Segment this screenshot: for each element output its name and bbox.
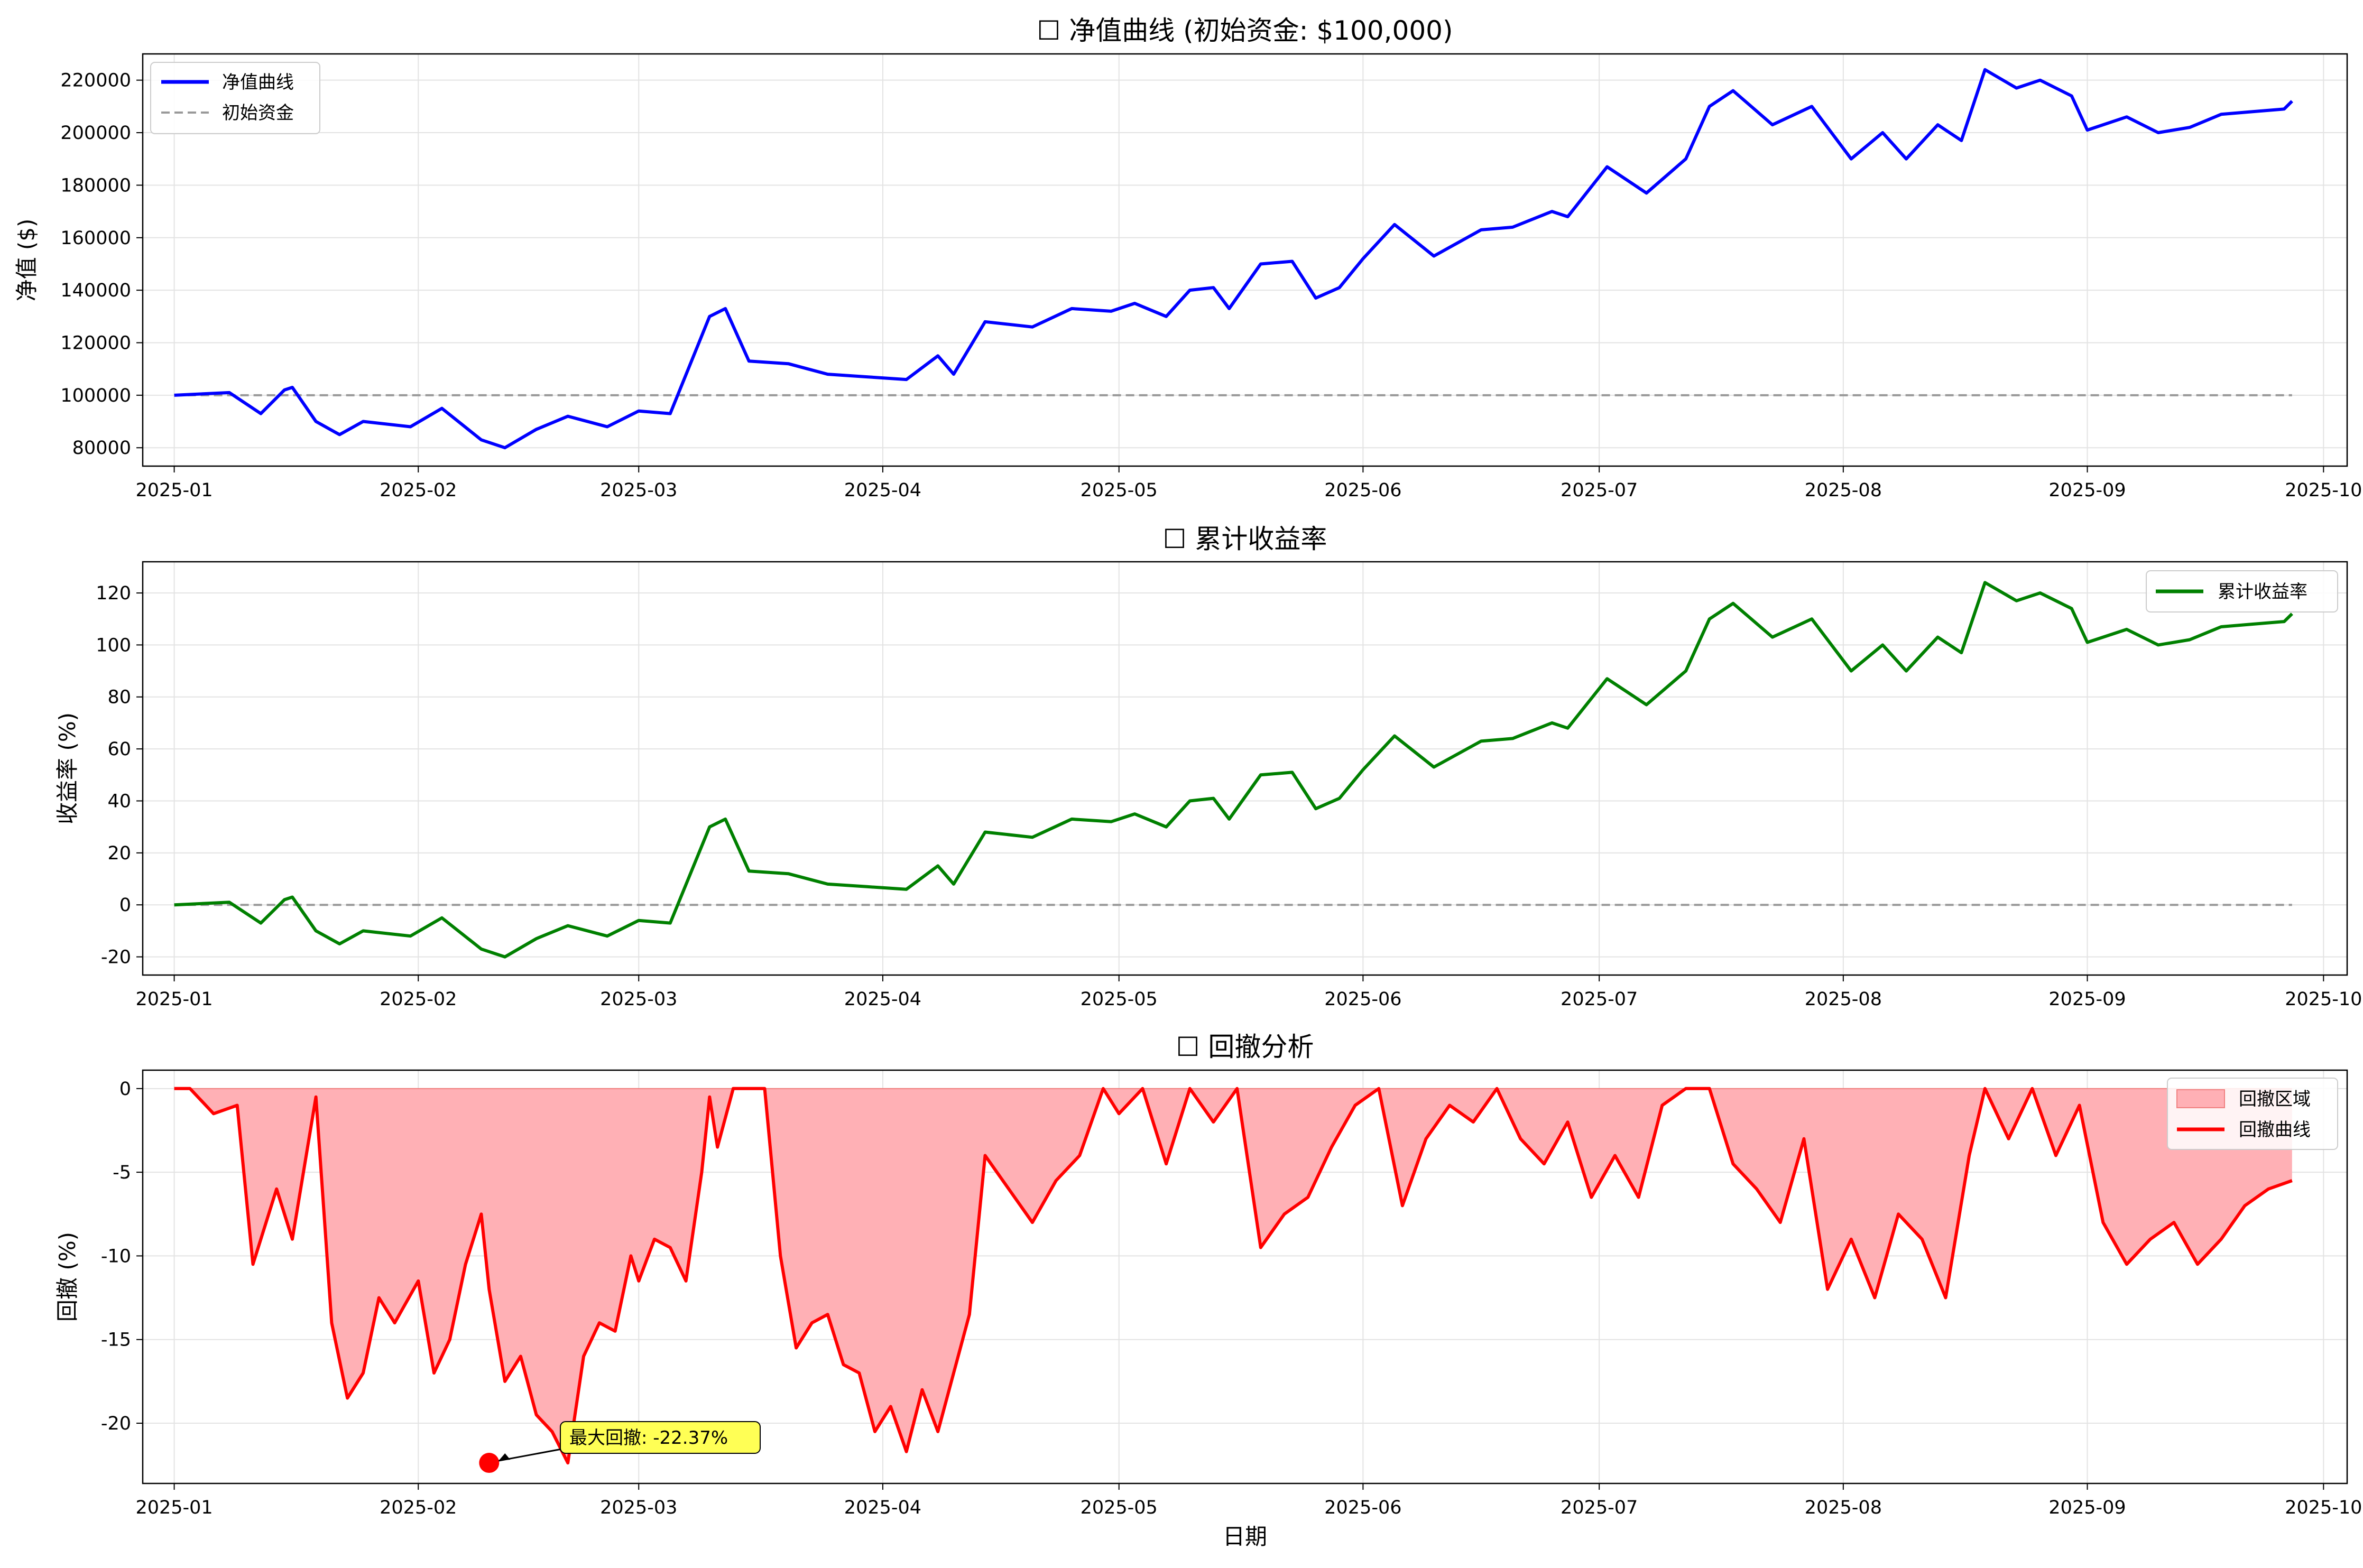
y-tick-label: 40: [107, 791, 131, 812]
x-tick-label: 2025-01: [135, 989, 213, 1010]
returns-grid: [143, 562, 2347, 975]
y-tick-label: -20: [101, 947, 131, 968]
returns-series: [174, 581, 2293, 959]
drawdown-title: ☐ 回撤分析: [1176, 1032, 1314, 1062]
drawdown-panel: 2025-01 2025-02 2025-03 2025-04 2025-05 2025-…: [54, 1032, 2362, 1550]
x-tick-label: 2025-08: [1805, 989, 1882, 1010]
annotation-text: 最大回撤: -22.37%: [569, 1427, 728, 1449]
y-tick-label: 120000: [60, 332, 131, 354]
annotation-box: [560, 1421, 761, 1454]
x-axis-label: 日期: [1223, 1524, 1267, 1550]
returns-legend-label: 累计收益率: [2218, 581, 2307, 602]
x-tick-label: 2025-09: [2048, 480, 2126, 501]
drawdown-axes-frame: [142, 1069, 2348, 1485]
y-tick-label: 60: [107, 739, 131, 760]
annotation-arrowhead: [499, 1453, 511, 1461]
drawdown-legend: 回撤区域 回撤曲线: [2167, 1078, 2338, 1150]
x-tick-label: 2025-01: [135, 480, 213, 501]
drawdown-ticks: 2025-01 2025-02 2025-03 2025-04 2025-05 2025-…: [101, 1079, 2362, 1518]
equity-ylabel: 净值 ($): [14, 219, 40, 302]
y-tick-label: -5: [113, 1162, 131, 1183]
y-tick-label: 180000: [60, 175, 131, 196]
y-tick-label: -15: [101, 1330, 131, 1351]
x-tick-label: 2025-05: [1081, 480, 1158, 501]
equity-line: [174, 68, 2293, 450]
drawdown-line: [174, 1087, 2293, 1465]
returns-line: [174, 581, 2293, 959]
y-tick-label: 220000: [60, 70, 131, 91]
baseline-legend-label: 初始资金: [222, 103, 294, 124]
y-tick-label: 0: [119, 1079, 131, 1100]
equity-series: [174, 68, 2293, 450]
returns-ylabel: 收益率 (%): [54, 712, 80, 824]
drawdown-series: [174, 1087, 2293, 1473]
returns-legend: 累计收益率: [2146, 570, 2338, 613]
y-tick-label: 20: [107, 843, 131, 864]
x-tick-label: 2025-02: [380, 989, 457, 1010]
y-tick-label: 140000: [60, 280, 131, 301]
x-tick-label: 2025-08: [1805, 480, 1882, 501]
x-tick-label: 2025-03: [600, 1497, 677, 1518]
y-tick-label: -20: [101, 1413, 131, 1434]
x-tick-label: 2025-03: [600, 989, 677, 1010]
drawdown-area: [174, 1088, 2292, 1463]
drawdown-area-legend-swatch: [2176, 1089, 2225, 1108]
equity-grid: [143, 54, 2347, 466]
returns-title: ☐ 累计收益率: [1163, 524, 1327, 554]
equity-legend: 净值曲线 初始资金: [150, 62, 320, 134]
y-tick-label: 100: [96, 635, 131, 656]
x-tick-label: 2025-04: [844, 1497, 921, 1518]
equity-title: ☐ 净值曲线 (初始资金: $100,000): [1037, 15, 1453, 46]
x-tick-label: 2025-07: [1561, 989, 1638, 1010]
y-tick-label: 200000: [60, 123, 131, 144]
y-tick-label: 100000: [60, 385, 131, 406]
returns-panel: 2025-01 2025-02 2025-03 2025-04 2025-05 2025-…: [54, 524, 2362, 1010]
equity-axes-frame: [142, 53, 2348, 467]
y-tick-label: 80000: [72, 438, 131, 459]
x-tick-label: 2025-10: [2285, 1497, 2362, 1518]
x-tick-label: 2025-10: [2285, 989, 2362, 1010]
drawdown-line-legend-label: 回撤曲线: [2239, 1119, 2311, 1140]
equity-panel: 2025-01 2025-02 2025-03 2025-04 2025-05 2025-…: [14, 15, 2362, 501]
equity-ticks: 2025-01 2025-02 2025-03 2025-04 2025-05 2025-…: [60, 70, 2362, 501]
x-tick-label: 2025-05: [1081, 989, 1158, 1010]
x-tick-label: 2025-02: [380, 1497, 457, 1518]
returns-legend-box: [2146, 570, 2338, 613]
drawdown-area-legend-label: 回撤区域: [2239, 1089, 2311, 1110]
x-tick-label: 2025-04: [844, 480, 921, 501]
y-tick-label: 160000: [60, 228, 131, 249]
y-tick-label: -10: [101, 1246, 131, 1267]
x-tick-label: 2025-04: [844, 989, 921, 1010]
x-tick-label: 2025-09: [2048, 989, 2126, 1010]
returns-ticks: 2025-01 2025-02 2025-03 2025-04 2025-05 2025-…: [96, 583, 2362, 1010]
x-tick-label: 2025-02: [380, 480, 457, 501]
x-tick-label: 2025-06: [1324, 480, 1401, 501]
x-tick-label: 2025-06: [1324, 989, 1401, 1010]
max-drawdown-marker: [479, 1453, 500, 1473]
x-tick-label: 2025-03: [600, 480, 677, 501]
x-tick-label: 2025-10: [2285, 480, 2362, 501]
x-tick-label: 2025-07: [1561, 480, 1638, 501]
y-tick-label: 0: [119, 895, 131, 916]
x-tick-label: 2025-08: [1805, 1497, 1882, 1518]
drawdown-ylabel: 回撤 (%): [54, 1232, 80, 1322]
y-tick-label: 120: [96, 583, 131, 604]
max-drawdown-annotation: 最大回撤: -22.37%: [499, 1421, 761, 1462]
x-tick-label: 2025-06: [1324, 1497, 1401, 1518]
x-tick-label: 2025-05: [1081, 1497, 1158, 1518]
equity-legend-label: 净值曲线: [222, 72, 294, 93]
x-tick-label: 2025-07: [1561, 1497, 1638, 1518]
x-tick-label: 2025-01: [135, 1497, 213, 1518]
y-tick-label: 80: [107, 687, 131, 708]
returns-axes-frame: [142, 561, 2348, 976]
x-tick-label: 2025-09: [2048, 1497, 2126, 1518]
